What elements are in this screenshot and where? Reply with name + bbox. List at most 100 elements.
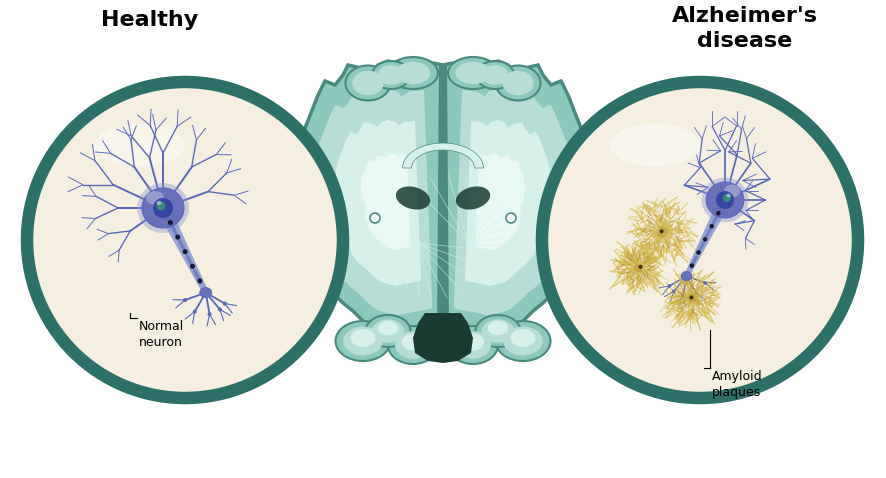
Ellipse shape <box>657 227 667 238</box>
Circle shape <box>27 82 343 398</box>
Ellipse shape <box>137 183 189 233</box>
Polygon shape <box>157 205 208 294</box>
Ellipse shape <box>482 65 509 85</box>
Ellipse shape <box>659 229 664 233</box>
Polygon shape <box>315 88 432 315</box>
Ellipse shape <box>199 288 212 297</box>
Ellipse shape <box>448 57 498 89</box>
Ellipse shape <box>157 202 166 210</box>
Ellipse shape <box>681 272 692 281</box>
Ellipse shape <box>462 334 485 350</box>
Ellipse shape <box>153 198 173 218</box>
Ellipse shape <box>198 278 202 283</box>
Ellipse shape <box>633 264 642 272</box>
Ellipse shape <box>142 188 184 228</box>
Ellipse shape <box>366 315 410 347</box>
Ellipse shape <box>401 334 424 350</box>
Ellipse shape <box>388 57 438 89</box>
Ellipse shape <box>503 326 543 356</box>
Ellipse shape <box>388 326 438 364</box>
Ellipse shape <box>183 249 188 254</box>
Polygon shape <box>454 88 571 315</box>
Ellipse shape <box>448 326 498 364</box>
Ellipse shape <box>723 194 731 202</box>
Ellipse shape <box>696 250 701 255</box>
Polygon shape <box>684 197 731 277</box>
Ellipse shape <box>689 263 694 268</box>
Ellipse shape <box>343 326 383 356</box>
Text: Healthy: Healthy <box>101 10 198 30</box>
Ellipse shape <box>351 329 376 347</box>
Ellipse shape <box>502 71 533 95</box>
Ellipse shape <box>396 186 430 209</box>
Text: Alzheimer's
disease: Alzheimer's disease <box>672 6 818 51</box>
Polygon shape <box>301 61 443 338</box>
Ellipse shape <box>716 211 720 216</box>
Ellipse shape <box>703 237 707 241</box>
Polygon shape <box>437 65 449 329</box>
Ellipse shape <box>703 281 707 285</box>
Ellipse shape <box>372 319 404 343</box>
Ellipse shape <box>651 221 673 243</box>
Ellipse shape <box>710 224 714 228</box>
Ellipse shape <box>157 201 161 205</box>
Ellipse shape <box>688 293 696 303</box>
Ellipse shape <box>488 321 509 335</box>
Text: Amyloid
plaques: Amyloid plaques <box>712 370 763 399</box>
Ellipse shape <box>222 302 227 305</box>
Ellipse shape <box>576 220 620 275</box>
Ellipse shape <box>193 310 197 314</box>
Ellipse shape <box>175 235 180 239</box>
Circle shape <box>546 86 862 402</box>
Ellipse shape <box>716 191 734 209</box>
Ellipse shape <box>510 329 535 347</box>
Text: Normal
neuron: Normal neuron <box>139 320 184 349</box>
Ellipse shape <box>702 177 749 222</box>
Ellipse shape <box>639 265 642 269</box>
Ellipse shape <box>495 65 540 100</box>
Ellipse shape <box>455 62 491 84</box>
Ellipse shape <box>395 62 431 84</box>
Ellipse shape <box>146 191 164 205</box>
Polygon shape <box>465 120 550 286</box>
Ellipse shape <box>672 290 676 293</box>
Ellipse shape <box>495 321 550 361</box>
Ellipse shape <box>695 292 698 295</box>
Ellipse shape <box>218 307 222 311</box>
Ellipse shape <box>336 321 391 361</box>
Ellipse shape <box>586 232 616 270</box>
Ellipse shape <box>353 71 384 95</box>
Ellipse shape <box>683 289 701 307</box>
Ellipse shape <box>167 220 173 225</box>
Ellipse shape <box>724 185 741 197</box>
Ellipse shape <box>190 264 195 269</box>
Ellipse shape <box>630 260 647 276</box>
Polygon shape <box>402 143 484 168</box>
Ellipse shape <box>395 331 431 358</box>
Ellipse shape <box>689 295 694 300</box>
Ellipse shape <box>377 65 404 85</box>
Ellipse shape <box>476 61 514 89</box>
Ellipse shape <box>476 315 520 347</box>
Circle shape <box>370 213 380 223</box>
Polygon shape <box>476 153 525 250</box>
Ellipse shape <box>667 284 672 288</box>
Ellipse shape <box>681 294 685 297</box>
Polygon shape <box>413 313 473 363</box>
Circle shape <box>542 82 858 398</box>
Ellipse shape <box>95 124 185 166</box>
Ellipse shape <box>207 312 212 316</box>
Ellipse shape <box>727 194 731 197</box>
Ellipse shape <box>346 65 391 100</box>
Ellipse shape <box>610 124 700 166</box>
Ellipse shape <box>377 321 398 335</box>
Polygon shape <box>336 120 421 286</box>
Polygon shape <box>361 153 410 250</box>
Ellipse shape <box>372 61 410 89</box>
Circle shape <box>506 213 516 223</box>
Polygon shape <box>443 61 585 338</box>
Ellipse shape <box>706 182 744 218</box>
Ellipse shape <box>455 331 491 358</box>
Ellipse shape <box>183 298 187 302</box>
Ellipse shape <box>456 186 490 209</box>
